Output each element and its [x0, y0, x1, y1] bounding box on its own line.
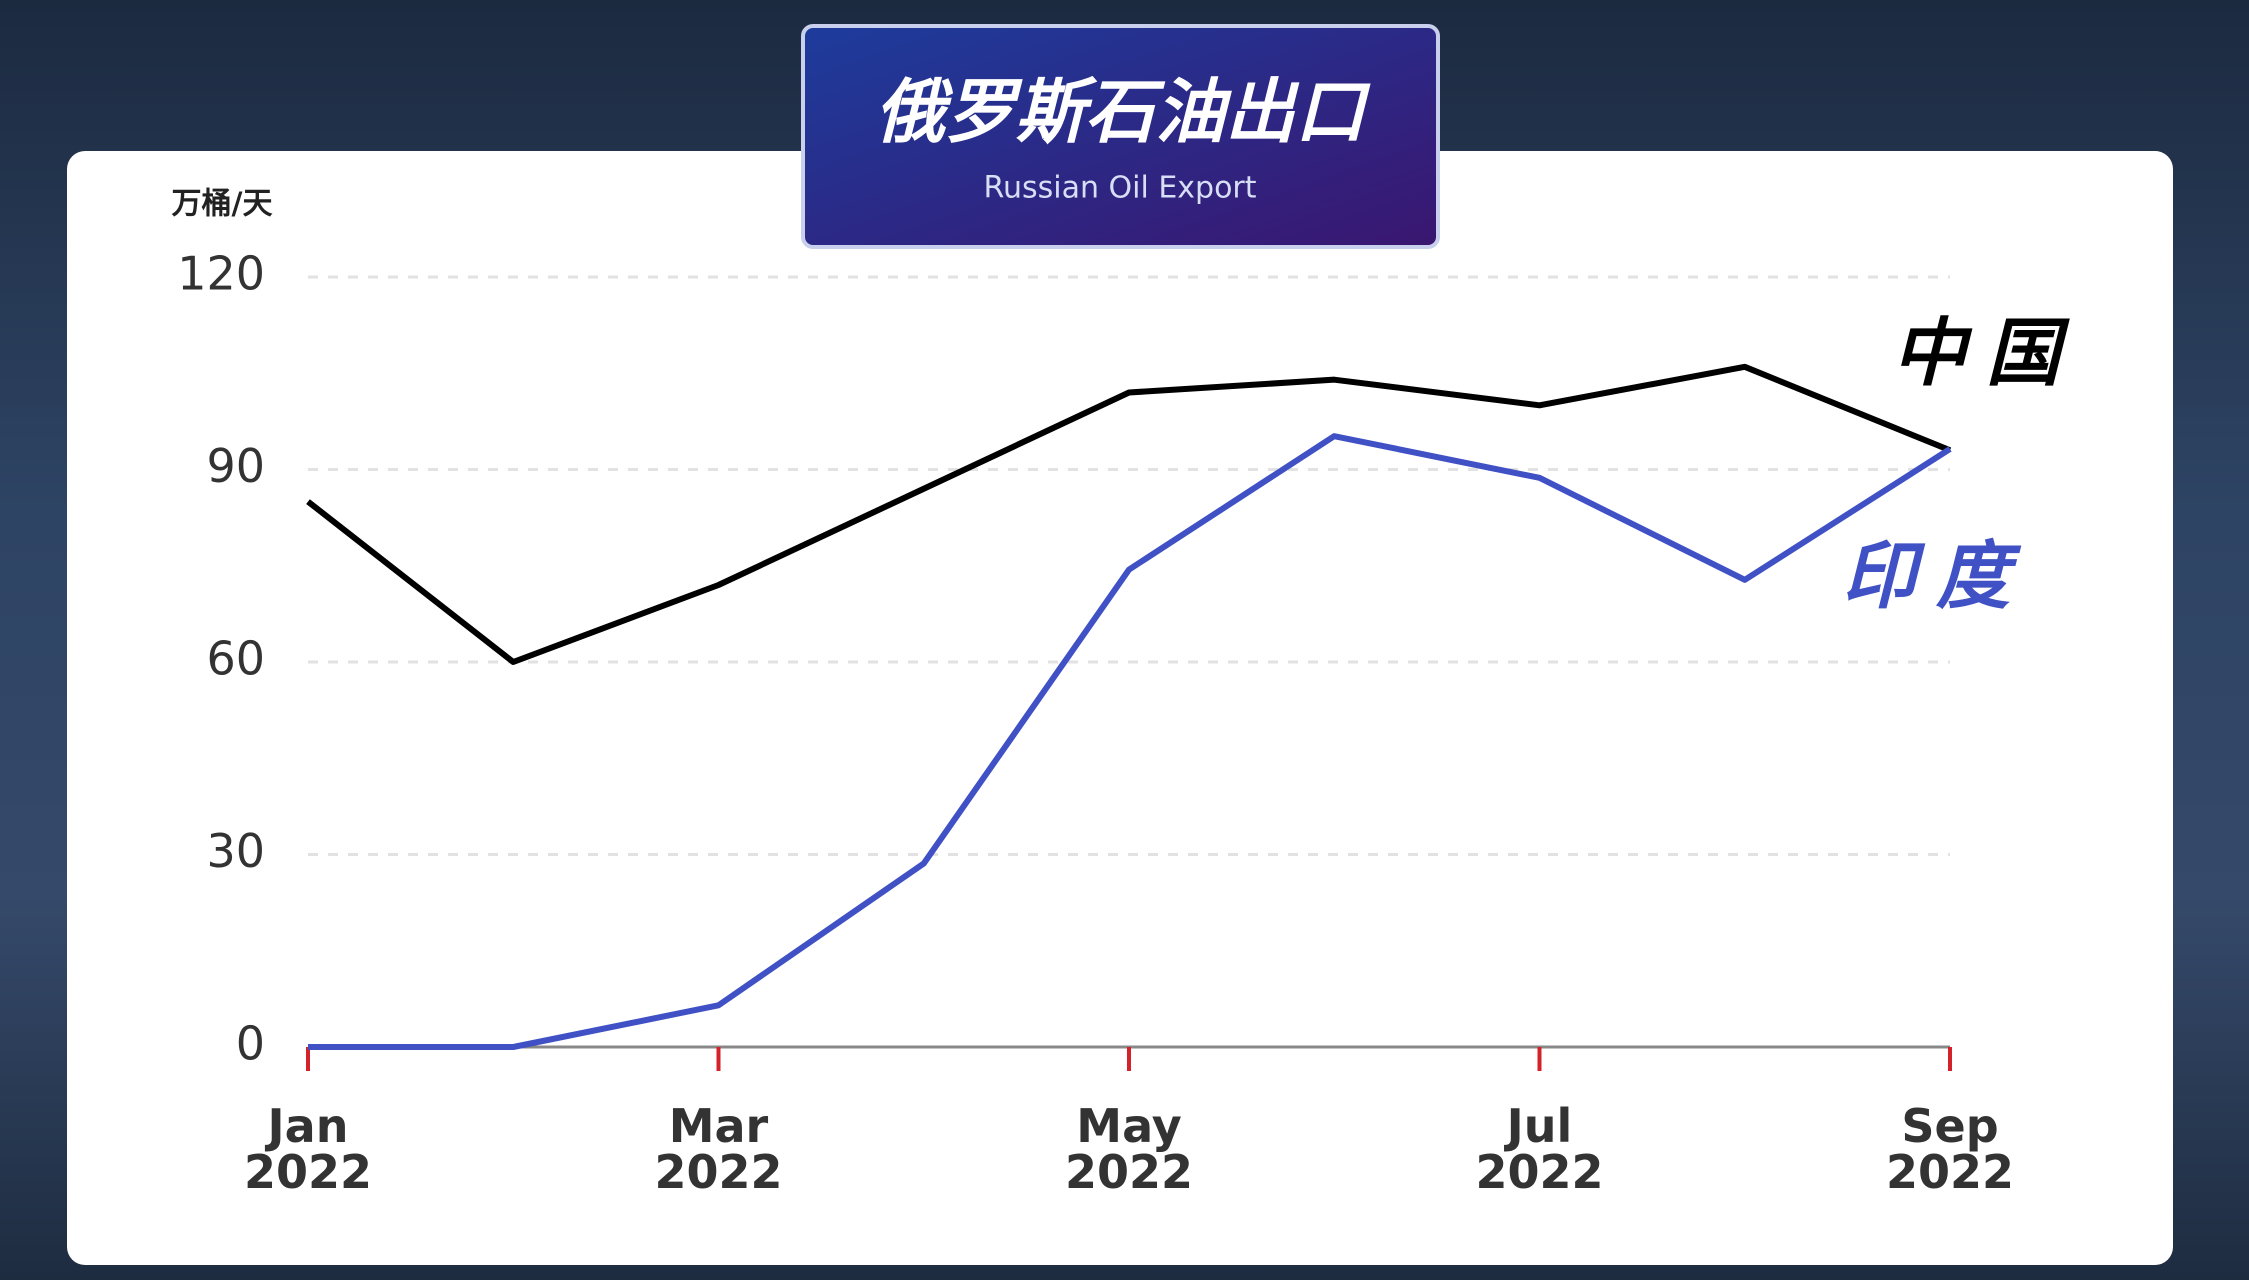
- series-line: [308, 433, 1952, 1050]
- x-tick-label: May 2022: [1065, 1099, 1193, 1199]
- x-tick-label-line: 2022: [1065, 1145, 1193, 1199]
- x-tick-label: Jan 2022: [244, 1099, 372, 1199]
- x-tick-label-line: Mar: [669, 1099, 769, 1153]
- x-tick-label-line: Sep: [1901, 1099, 1998, 1153]
- x-tick-label-line: Jul: [1504, 1099, 1573, 1153]
- y-tick-label: 60: [206, 632, 265, 686]
- series-label: 中国: [1892, 311, 2080, 397]
- series-label: 印度: [1842, 534, 2030, 620]
- series-line: [306, 363, 1952, 665]
- x-tick-label: Sep 2022: [1886, 1099, 2014, 1199]
- chart-card: [67, 151, 2173, 1265]
- y-axis-label: 万桶/天: [172, 187, 273, 222]
- title-box: [801, 24, 1440, 249]
- x-tick-label-line: Jan: [265, 1099, 349, 1153]
- x-tick-label-line: 2022: [1886, 1145, 2014, 1199]
- y-tick-label: 90: [206, 439, 265, 493]
- x-tick-label-line: May: [1076, 1099, 1181, 1153]
- chart-subtitle: Russian Oil Export: [983, 171, 1256, 206]
- y-tick-label: 30: [206, 824, 265, 878]
- x-tick-label: Mar 2022: [654, 1099, 782, 1199]
- x-tick-label-line: 2022: [244, 1145, 372, 1199]
- y-tick-label: 0: [236, 1017, 265, 1071]
- chart-title: 俄罗斯石油出口: [875, 71, 1371, 153]
- y-tick-label: 120: [177, 247, 265, 301]
- x-tick-label-line: 2022: [654, 1145, 782, 1199]
- x-tick-label-line: 2022: [1475, 1145, 1603, 1199]
- x-tick-label: Jul 2022: [1475, 1099, 1603, 1199]
